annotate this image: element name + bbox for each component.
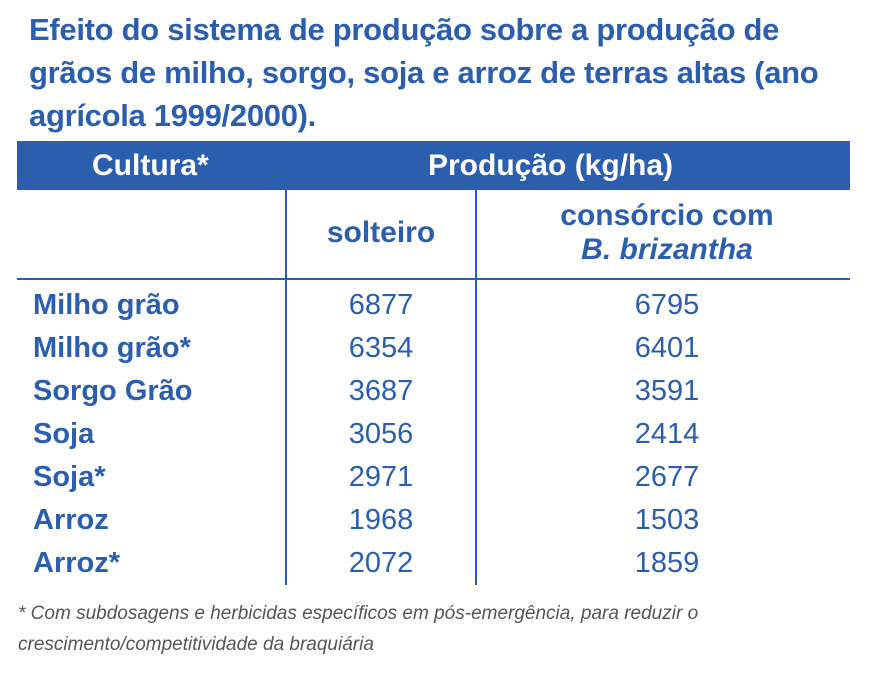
cell-culture: Soja (33, 418, 95, 450)
cell-consorcio: 2414 (634, 418, 700, 450)
cell-culture: Milho grão (33, 289, 180, 321)
header-culture: Cultura* (92, 149, 209, 182)
table-row: Sorgo Grão 3687 3591 (0, 370, 878, 413)
table-row: Arroz* 2072 1859 (0, 542, 878, 585)
subheader-solteiro-label: solteiro (326, 216, 436, 249)
column-divider-2 (475, 190, 477, 585)
table-row: Arroz 1968 1503 (0, 499, 878, 542)
subheader-rule (17, 278, 850, 280)
cell-solteiro: 6877 (348, 289, 414, 321)
subheader-solteiro: solteiro (287, 216, 475, 250)
cell-consorcio: 2677 (634, 461, 700, 493)
table-row: Soja* 2971 2677 (0, 456, 878, 499)
cell-solteiro: 2971 (348, 461, 414, 493)
cell-solteiro: 3056 (348, 418, 414, 450)
cell-culture: Arroz* (33, 547, 121, 579)
column-divider-1 (285, 190, 287, 585)
table-row: Milho grão* 6354 6401 (0, 327, 878, 370)
cell-consorcio: 1503 (634, 504, 700, 536)
cell-culture: Sorgo Grão (33, 375, 193, 407)
table-row: Milho grão 6877 6795 (0, 284, 878, 327)
cell-consorcio: 1859 (634, 547, 700, 579)
table-header-bar (17, 141, 850, 190)
subheader-consorcio: consórcio com B. brizantha (477, 199, 857, 267)
cell-solteiro: 3687 (348, 375, 414, 407)
cell-culture: Soja* (33, 461, 106, 493)
header-production: Produção (kg/ha) (428, 149, 674, 182)
cell-solteiro: 1968 (348, 504, 414, 536)
subheader-consorcio-line1: consórcio com (560, 199, 774, 232)
table-row: Soja 3056 2414 (0, 413, 878, 456)
cell-culture: Arroz (33, 504, 109, 536)
cell-consorcio: 3591 (634, 375, 700, 407)
cell-culture: Milho grão* (33, 332, 191, 364)
subheader-consorcio-line2: B. brizantha (581, 233, 753, 266)
table-title: Efeito do sistema de produção sobre a pr… (29, 12, 819, 133)
footnote: * Com subdosagens e herbicidas específic… (18, 603, 699, 655)
cell-solteiro: 6354 (348, 332, 414, 364)
cell-solteiro: 2072 (348, 547, 414, 579)
cell-consorcio: 6795 (634, 289, 700, 321)
cell-consorcio: 6401 (634, 332, 700, 364)
